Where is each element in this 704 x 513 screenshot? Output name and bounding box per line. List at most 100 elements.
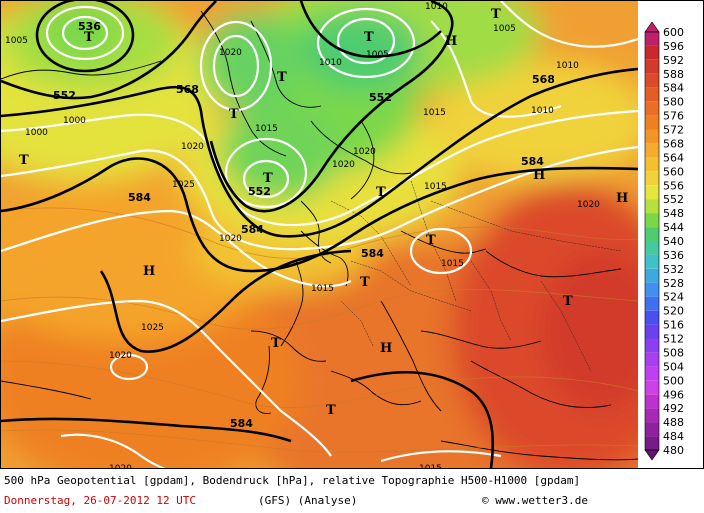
color-legend: 600 596 592 588 584 580 576 572 568 564 560 556 552 5…: [640, 21, 704, 462]
legend-swatch: [645, 157, 659, 172]
pressure-labels: 1005 1005 1005 1010 1010 1010 1000 1000 …: [5, 2, 600, 468]
svg-text:1010: 1010: [319, 58, 342, 68]
svg-text:1020: 1020: [181, 142, 204, 152]
legend-bottom-arrow: [644, 449, 660, 461]
svg-text:568: 568: [176, 83, 199, 96]
legend-label: 564: [663, 151, 684, 164]
map-date: Donnerstag, 26-07-2012 12 UTC: [4, 494, 197, 507]
legend-swatch: [645, 408, 659, 423]
legend-swatch: [645, 324, 659, 339]
svg-text:1010: 1010: [425, 2, 448, 12]
geopotential-labels: 536 552 552 552 568 568 584 584 584 584 …: [53, 20, 555, 430]
coastlines: [1, 10, 638, 461]
legend-label: 508: [663, 347, 684, 360]
legend-label: 576: [663, 110, 684, 123]
svg-text:536: 536: [78, 20, 101, 33]
legend-swatch: [645, 338, 659, 353]
color-legend-bar: 6005965925885845805765725685645605565525…: [644, 21, 684, 461]
svg-text:T: T: [263, 171, 273, 186]
svg-text:1015: 1015: [419, 464, 442, 468]
geopotential-contours: [1, 1, 638, 468]
legend-swatch: [645, 227, 659, 241]
legend-label: 588: [663, 68, 684, 81]
svg-text:584: 584: [361, 247, 384, 260]
svg-text:1000: 1000: [25, 128, 48, 138]
legend-swatch: [645, 199, 659, 214]
svg-text:584: 584: [241, 223, 264, 236]
legend-swatch: [645, 422, 659, 436]
legend-swatch: [645, 366, 659, 381]
model-source: (GFS) (Analyse): [258, 494, 358, 507]
svg-text:H: H: [445, 34, 457, 49]
legend-swatch: [645, 45, 659, 60]
legend-swatch: [645, 115, 659, 130]
legend-swatch: [645, 436, 659, 450]
svg-text:T: T: [229, 107, 239, 122]
legend-label: 524: [663, 291, 684, 304]
svg-text:1020: 1020: [109, 464, 132, 468]
legend-swatch: [645, 241, 659, 255]
legend-swatch: [645, 32, 659, 46]
svg-text:T: T: [84, 30, 94, 45]
svg-text:H: H: [380, 341, 392, 356]
legend-label: 536: [663, 249, 684, 262]
legend-frame: [644, 31, 660, 451]
topography-color-field: [1, 1, 638, 468]
legend-label: 560: [663, 165, 684, 178]
legend-label: 584: [663, 82, 684, 95]
legend-swatch: [645, 310, 659, 325]
svg-text:1020: 1020: [577, 200, 600, 210]
svg-text:1005: 1005: [493, 24, 516, 34]
legend-label: 600: [663, 26, 684, 39]
svg-text:584: 584: [521, 155, 544, 168]
pressure-center-low-east: T: [563, 294, 573, 309]
isobars: [1, 1, 638, 468]
legend-swatch: [645, 129, 659, 144]
svg-text:568: 568: [532, 73, 555, 86]
svg-text:1020: 1020: [219, 48, 242, 58]
svg-text:1020: 1020: [353, 147, 376, 157]
svg-text:1005: 1005: [366, 50, 389, 60]
svg-text:1010: 1010: [556, 61, 579, 71]
legend-label: 552: [663, 193, 684, 206]
legend-label: 544: [663, 221, 684, 234]
svg-text:1015: 1015: [423, 108, 446, 118]
svg-text:H: H: [616, 191, 628, 206]
legend-label: 596: [663, 40, 684, 53]
legend-label: 492: [663, 402, 684, 415]
legend-label: 568: [663, 138, 684, 151]
svg-text:T: T: [360, 275, 370, 290]
legend-swatch: [645, 213, 659, 227]
svg-text:T: T: [426, 233, 436, 248]
svg-text:1025: 1025: [141, 323, 164, 333]
svg-text:1000: 1000: [63, 116, 86, 126]
legend-swatch: [645, 143, 659, 158]
legend-swatch: [645, 282, 659, 297]
pressure-centers: T T T T T T T T T T T T H H H H H: [19, 7, 628, 418]
legend-swatch: [645, 254, 659, 269]
svg-text:1015: 1015: [255, 124, 278, 134]
caption-box: 500 hPa Geopotential [gpdam], Bodendruck…: [0, 468, 704, 513]
legend-label: 528: [663, 277, 684, 290]
credit-link[interactable]: © www.wetter3.de: [482, 494, 588, 507]
legend-label: 512: [663, 333, 684, 346]
svg-text:552: 552: [53, 89, 76, 102]
legend-swatch: [645, 101, 659, 116]
legend-swatch: [645, 87, 659, 102]
svg-text:1015: 1015: [311, 284, 334, 294]
map-description: 500 hPa Geopotential [gpdam], Bodendruck…: [4, 474, 581, 487]
svg-text:1025: 1025: [172, 180, 195, 190]
legend-label: 500: [663, 374, 684, 387]
svg-text:H: H: [533, 168, 545, 183]
legend-swatch: [645, 185, 659, 200]
legend-swatch: [645, 59, 659, 74]
legend-label: 488: [663, 416, 684, 429]
svg-text:T: T: [277, 70, 287, 85]
legend-swatch: [645, 73, 659, 88]
thickness-contours: [1, 207, 638, 453]
legend-label: 532: [663, 263, 684, 276]
legend-swatch: [645, 380, 659, 395]
svg-text:T: T: [364, 30, 374, 45]
legend-label: 520: [663, 305, 684, 318]
svg-text:T: T: [19, 153, 29, 168]
